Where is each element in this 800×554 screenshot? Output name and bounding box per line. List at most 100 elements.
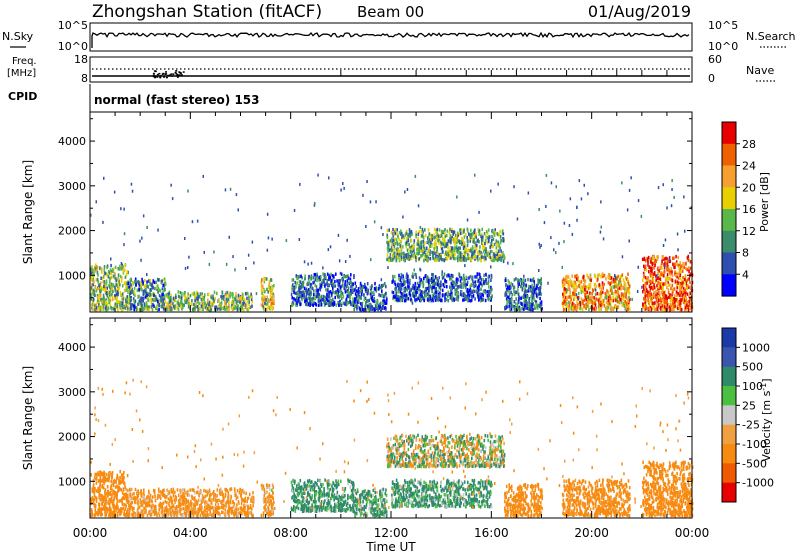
range-cell (420, 248, 422, 252)
range-cell (328, 302, 331, 306)
range-cell (664, 261, 666, 265)
range-cell (149, 282, 151, 286)
range-cell (113, 190, 116, 194)
range-cell (473, 234, 476, 238)
range-cell (267, 236, 270, 240)
range-cell (432, 285, 434, 290)
range-cell (353, 274, 355, 278)
range-cell (583, 298, 586, 302)
range-cell (196, 290, 198, 295)
range-cell (470, 254, 473, 258)
range-cell (465, 289, 468, 293)
range-cell (360, 296, 362, 301)
range-cell (580, 285, 583, 289)
range-cell (156, 287, 158, 291)
range-cell (239, 305, 242, 310)
range-cell (477, 227, 480, 231)
range-cell (121, 497, 123, 501)
range-cell (643, 303, 646, 308)
range-cell (420, 297, 423, 301)
range-cell (305, 287, 308, 291)
range-cell (477, 294, 479, 299)
range-cell (126, 270, 128, 274)
range-cell (467, 290, 469, 294)
range-cell (130, 307, 132, 311)
range-cell (620, 283, 622, 288)
range-cell (507, 286, 509, 290)
range-cell (290, 292, 293, 296)
range-cell (115, 509, 117, 513)
range-cell (91, 489, 94, 494)
range-cell (444, 234, 447, 238)
range-cell (416, 247, 418, 252)
range-cell (647, 290, 649, 294)
range-cell (375, 286, 377, 290)
range-cell (478, 281, 481, 285)
range-cell (476, 256, 478, 260)
range-cell (292, 288, 295, 293)
range-cell (316, 276, 319, 281)
range-cell (640, 214, 643, 218)
range-cell (373, 296, 376, 301)
range-cell (588, 283, 590, 287)
range-cell (237, 299, 239, 303)
range-cell (671, 296, 673, 300)
range-cell (485, 247, 487, 251)
range-cell (576, 278, 579, 283)
range-cell (337, 233, 340, 237)
range-cell (480, 295, 482, 300)
range-cell (649, 281, 652, 285)
range-cell (686, 303, 688, 307)
range-cell (643, 257, 646, 261)
range-cell (402, 283, 404, 287)
range-cell (351, 302, 353, 306)
range-cell (646, 279, 648, 283)
range-cell (545, 205, 547, 208)
range-cell (457, 239, 460, 243)
range-cell (98, 495, 100, 500)
range-cell (567, 275, 570, 279)
range-cell (472, 289, 474, 293)
range-cell (331, 302, 334, 306)
range-cell (510, 299, 512, 303)
range-cell (146, 284, 148, 288)
range-cell (396, 228, 398, 232)
range-cell (220, 295, 222, 299)
range-cell (116, 292, 118, 297)
range-cell (474, 280, 477, 284)
range-cell (301, 293, 303, 298)
range-cell (613, 292, 615, 296)
range-cell (112, 483, 115, 488)
range-cell (576, 206, 578, 210)
range-cell (666, 261, 668, 265)
range-cell (146, 307, 148, 311)
range-cell (609, 282, 611, 286)
range-cell (224, 188, 227, 192)
range-cell (477, 278, 480, 283)
range-cell (359, 281, 362, 286)
range-cell (103, 176, 105, 180)
range-cell (621, 300, 623, 304)
range-cell (367, 288, 370, 292)
range-cell (482, 246, 484, 250)
range-cell (515, 290, 517, 295)
range-cell (428, 287, 431, 292)
range-cell (475, 234, 477, 238)
range-cell (397, 295, 400, 299)
range-cell (466, 282, 468, 286)
range-cell (418, 248, 421, 252)
range-cell (118, 508, 121, 512)
range-cell (368, 308, 371, 312)
range-cell (655, 259, 657, 263)
range-cell (191, 220, 194, 224)
range-cell (650, 297, 652, 301)
range-cell (209, 308, 211, 312)
range-cell (498, 249, 500, 253)
range-cell (293, 287, 296, 291)
range-cell (116, 300, 119, 304)
range-cell (684, 274, 687, 278)
range-cell (439, 287, 442, 291)
range-cell (534, 287, 536, 292)
range-cell (407, 233, 409, 237)
range-cell (149, 288, 151, 292)
